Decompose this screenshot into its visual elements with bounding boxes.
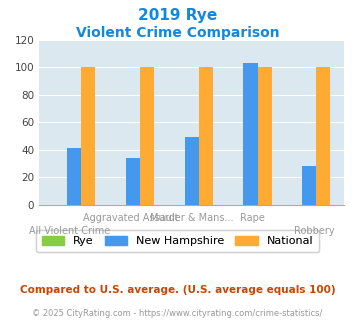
Text: © 2025 CityRating.com - https://www.cityrating.com/crime-statistics/: © 2025 CityRating.com - https://www.city… xyxy=(32,309,323,317)
Text: Compared to U.S. average. (U.S. average equals 100): Compared to U.S. average. (U.S. average … xyxy=(20,285,335,295)
Bar xyxy=(126,158,140,205)
Bar xyxy=(67,148,81,205)
Text: All Violent Crime: All Violent Crime xyxy=(29,226,110,236)
Text: 2019 Rye: 2019 Rye xyxy=(138,8,217,23)
Legend: Rye, New Hampshire, National: Rye, New Hampshire, National xyxy=(37,230,318,252)
Bar xyxy=(258,67,272,205)
Bar xyxy=(140,67,154,205)
Text: Robbery: Robbery xyxy=(294,226,334,236)
Text: Aggravated Assault: Aggravated Assault xyxy=(83,213,179,223)
Bar xyxy=(199,67,213,205)
Bar xyxy=(316,67,331,205)
Bar xyxy=(302,166,316,205)
Text: Violent Crime Comparison: Violent Crime Comparison xyxy=(76,26,279,40)
Bar xyxy=(244,63,258,205)
Bar xyxy=(81,67,95,205)
Text: Murder & Mans...: Murder & Mans... xyxy=(150,213,234,223)
Bar xyxy=(185,137,199,205)
Text: Rape: Rape xyxy=(240,213,265,223)
